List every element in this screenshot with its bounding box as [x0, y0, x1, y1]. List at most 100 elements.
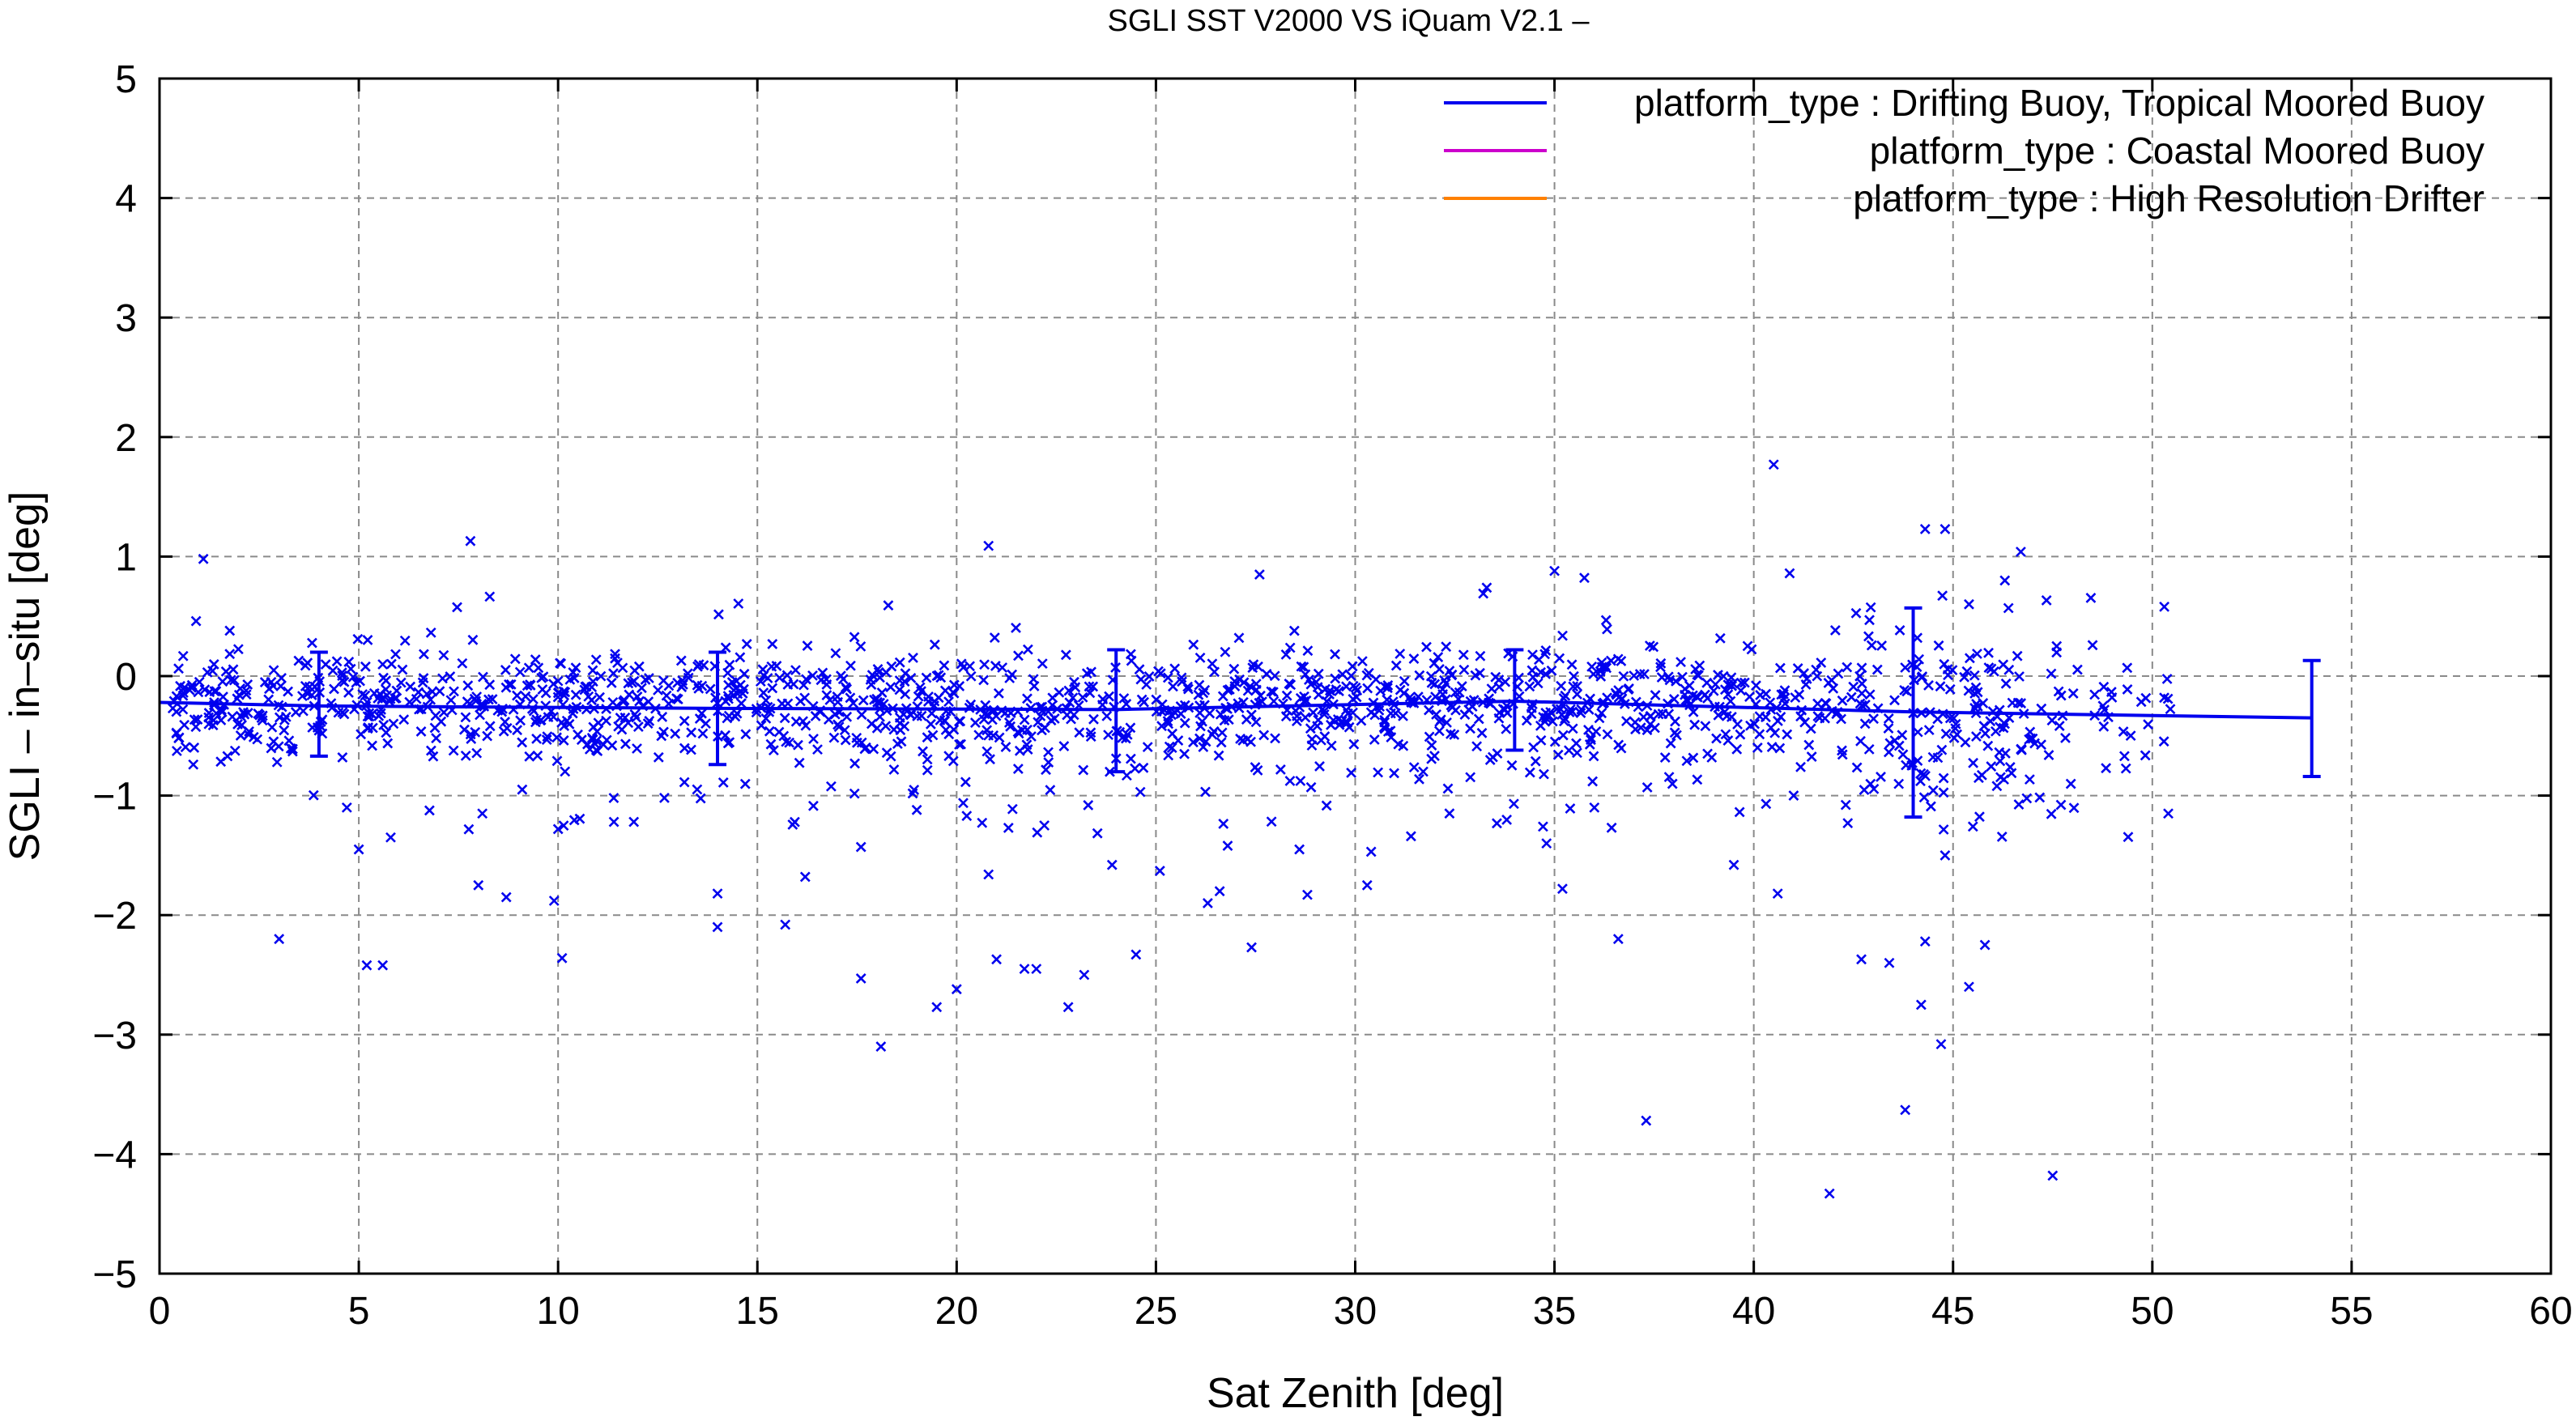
scatter-point [848, 698, 859, 708]
scatter-point [1412, 691, 1424, 702]
scatter-point [1079, 969, 1090, 981]
scatter-point [644, 716, 655, 726]
scatter-point [653, 684, 663, 696]
scatter-point [1218, 819, 1229, 829]
scatter-point [211, 686, 222, 697]
scatter-point [1774, 662, 1786, 674]
scatter-point [1976, 769, 1987, 781]
scatter-point [1444, 666, 1455, 677]
scatter-point [696, 708, 707, 719]
scatter-point [686, 727, 697, 738]
scatter-point [722, 713, 733, 724]
scatter-point [2122, 684, 2133, 695]
scatter-point [1982, 740, 1994, 751]
scatter-point [1070, 682, 1081, 693]
scatter-point [1936, 744, 1948, 755]
scatter-point [1710, 679, 1721, 690]
scatter-point [1778, 688, 1789, 700]
scatter-point [1204, 708, 1216, 719]
scatter-point [378, 720, 390, 730]
scatter-point [1552, 749, 1564, 760]
scatter-point [1944, 683, 1956, 695]
scatter-point [1670, 716, 1680, 727]
scatter-point [777, 698, 788, 709]
scatter-point [1101, 710, 1113, 721]
scatter-point [933, 670, 944, 681]
scatter-point [1731, 743, 1743, 755]
scatter-point [1182, 681, 1194, 692]
scatter-point [266, 742, 277, 754]
scatter-point [266, 721, 278, 733]
scatter-point [2013, 799, 2025, 810]
scatter-point [377, 959, 389, 971]
scatter-point [1526, 665, 1538, 676]
scatter-point [1013, 650, 1024, 662]
scatter-point [1972, 649, 1982, 659]
scatter-point [385, 832, 396, 843]
scatter-point [1967, 821, 1978, 832]
scatter-point [768, 745, 779, 756]
scatter-point [445, 671, 456, 682]
scatter-point [1163, 718, 1174, 730]
scatter-point [180, 742, 191, 753]
scatter-point [209, 686, 220, 697]
scatter-point [758, 687, 769, 698]
scatter-point [421, 688, 432, 700]
scatter-point [1657, 708, 1668, 719]
scatter-point [713, 609, 724, 620]
scatter-point [855, 640, 866, 652]
scatter-point [1275, 764, 1286, 775]
scatter-point [1049, 713, 1060, 724]
scatter-point [1261, 668, 1272, 679]
scatter-point [1752, 742, 1763, 753]
scatter-point [1465, 723, 1475, 734]
scatter-point [657, 712, 668, 722]
scatter-point [724, 659, 735, 670]
scatter-point [1923, 725, 1935, 736]
scatter-point [722, 738, 734, 749]
scatter-point [1228, 663, 1240, 674]
scatter-point [1104, 691, 1114, 702]
scatter-point [1938, 824, 1949, 835]
scatter-point [1535, 666, 1547, 678]
scatter-point [894, 684, 905, 696]
scatter-point [1122, 729, 1133, 740]
scatter-point [1688, 752, 1699, 764]
scatter-point [1564, 745, 1574, 756]
scatter-point [1914, 653, 1925, 665]
scatter-point [1720, 729, 1731, 740]
x-tick-label: 0 [149, 1290, 171, 1333]
scatter-point [1194, 733, 1205, 744]
x-tick-label: 25 [1135, 1290, 1177, 1333]
scatter-point [812, 744, 823, 755]
scatter-point [1816, 657, 1827, 668]
scatter-point [548, 679, 559, 690]
scatter-point [1088, 681, 1099, 692]
scatter-point [821, 690, 832, 701]
scatter-point [1524, 681, 1535, 692]
scatter-point [858, 695, 869, 706]
scatter-point [1314, 761, 1325, 772]
scatter-point [337, 707, 348, 718]
scatter-point [866, 679, 877, 690]
scatter-point [1688, 706, 1699, 717]
x-tick-label: 50 [2131, 1290, 2174, 1333]
scatter-point [1446, 729, 1456, 739]
scatter-point [1318, 708, 1330, 720]
scatter-point [790, 665, 801, 676]
scatter-point [1587, 776, 1599, 787]
scatter-point [1041, 764, 1051, 776]
scatter-point [1996, 832, 2008, 842]
scatter-point [1653, 708, 1664, 720]
scatter-point [1247, 662, 1258, 674]
scatter-point [2161, 674, 2173, 684]
scatter-point [1557, 883, 1568, 895]
scatter-point [1176, 672, 1187, 683]
scatter-point [1755, 690, 1766, 700]
chart-title: SGLI SST V2000 VS iQuam V2.1 – [1108, 4, 1590, 38]
scatter-point [1035, 710, 1046, 721]
scatter-point [705, 683, 716, 695]
scatter-point [1854, 670, 1865, 682]
scatter-point [243, 729, 254, 740]
scatter-point [592, 746, 603, 756]
